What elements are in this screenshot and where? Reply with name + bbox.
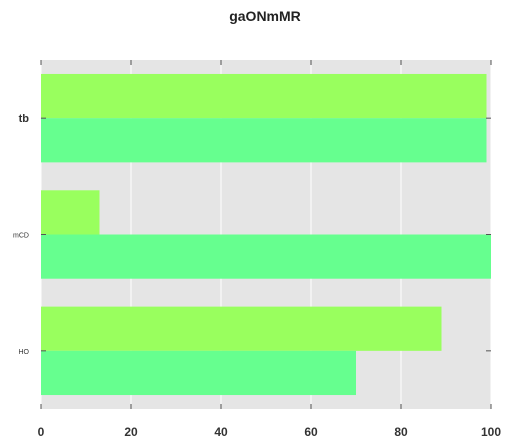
x-tick-label: 100 [481, 425, 501, 439]
chart-title: gaONmMR [229, 8, 301, 24]
bars [41, 73, 491, 396]
x-tick-label: 0 [38, 425, 45, 439]
x-tick-label: 80 [394, 425, 408, 439]
x-tick-label: 20 [124, 425, 138, 439]
bar [41, 306, 442, 351]
x-tick-label: 60 [304, 425, 318, 439]
y-tick-label: tb [19, 113, 30, 125]
x-tick-label: 40 [214, 425, 228, 439]
bar [41, 350, 356, 396]
bar [41, 234, 491, 279]
y-tick-label: mCD [13, 233, 29, 240]
axes: 0 20 40 60 80 100 HO mCD tb [13, 60, 501, 439]
bar [41, 118, 487, 163]
bar [41, 73, 487, 119]
bar [41, 190, 100, 235]
y-tick-label: HO [19, 349, 30, 356]
